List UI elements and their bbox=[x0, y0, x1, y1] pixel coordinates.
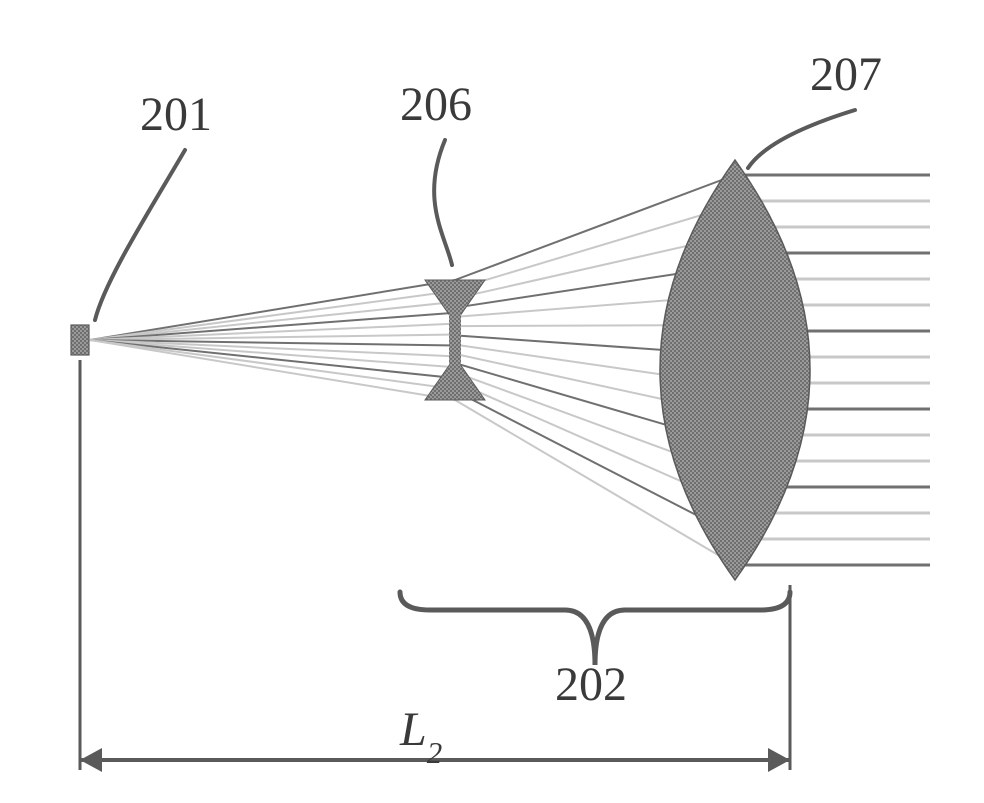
label-206: 206 bbox=[400, 78, 472, 131]
dim-arrow-left bbox=[80, 748, 102, 772]
small-lens-waist-206 bbox=[449, 310, 461, 370]
light-source-201 bbox=[71, 325, 89, 355]
label-202: 202 bbox=[555, 658, 627, 711]
brace-202 bbox=[400, 592, 790, 665]
dim-arrow-right bbox=[768, 748, 790, 772]
large-lens-207 bbox=[660, 160, 810, 580]
leader-201 bbox=[95, 150, 185, 320]
leader-207 bbox=[748, 110, 855, 168]
leader-206 bbox=[434, 140, 452, 265]
label-207: 207 bbox=[810, 48, 882, 101]
label-201: 201 bbox=[140, 88, 212, 141]
optics-diagram: 201206207202L2 bbox=[0, 0, 984, 803]
